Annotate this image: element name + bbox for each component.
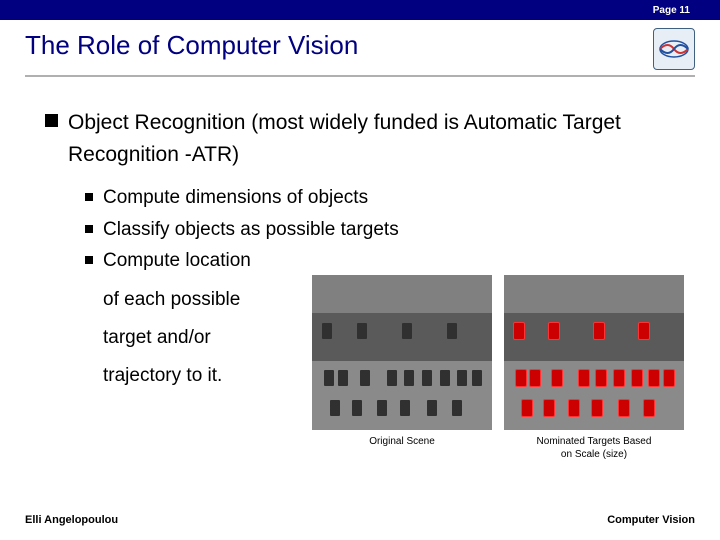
page-number: Page 11 xyxy=(653,5,690,16)
car-icon xyxy=(338,370,348,386)
target-car-icon xyxy=(664,370,674,386)
sub-bullet-list: Compute dimensions of objects Classify o… xyxy=(85,184,695,276)
sub-bullet-text: Compute location xyxy=(103,247,251,276)
target-car-icon xyxy=(530,370,540,386)
target-car-icon xyxy=(514,323,524,339)
car-icon xyxy=(324,370,334,386)
car-icon xyxy=(404,370,414,386)
target-car-icon xyxy=(614,370,624,386)
car-icon xyxy=(472,370,482,386)
sub-bullet-text: Classify objects as possible targets xyxy=(103,216,399,245)
sub-bullet-icon xyxy=(85,256,93,264)
car-icon xyxy=(377,400,387,416)
sub-bullet-row: Compute location xyxy=(85,247,695,276)
target-car-icon xyxy=(644,400,654,416)
car-icon xyxy=(422,370,432,386)
car-icon xyxy=(457,370,467,386)
target-car-icon xyxy=(596,370,606,386)
car-icon xyxy=(330,400,340,416)
target-car-icon xyxy=(592,400,602,416)
caption-line: Nominated Targets Based xyxy=(537,436,652,447)
title-area: The Role of Computer Vision xyxy=(0,20,720,71)
main-bullet-row: Object Recognition (most widely funded i… xyxy=(45,107,695,170)
main-bullet-text: Object Recognition (most widely funded i… xyxy=(68,107,695,170)
sub-bullet-icon xyxy=(85,193,93,201)
square-bullet-icon xyxy=(45,114,58,127)
car-icon xyxy=(427,400,437,416)
target-car-icon xyxy=(522,400,532,416)
car-icon xyxy=(402,323,412,339)
footer: Elli Angelopoulou Computer Vision xyxy=(25,514,695,526)
target-car-icon xyxy=(552,370,562,386)
image-caption: Original Scene xyxy=(369,435,435,448)
image-block-original: Original Scene xyxy=(312,275,492,461)
sub-bullet-icon xyxy=(85,225,93,233)
target-car-icon xyxy=(639,323,649,339)
sub-bullet-text: Compute dimensions of objects xyxy=(103,184,368,213)
target-car-icon xyxy=(579,370,589,386)
sub-bullet-row: Classify objects as possible targets xyxy=(85,216,695,245)
car-icon xyxy=(452,400,462,416)
target-car-icon xyxy=(549,323,559,339)
car-icon xyxy=(387,370,397,386)
footer-author: Elli Angelopoulou xyxy=(25,514,118,526)
target-car-icon xyxy=(632,370,642,386)
target-car-icon xyxy=(569,400,579,416)
image-caption: Nominated Targets Based on Scale (size) xyxy=(537,435,652,461)
sub-bullet-row: Compute dimensions of objects xyxy=(85,184,695,213)
slide-title: The Role of Computer Vision xyxy=(25,30,720,61)
car-icon xyxy=(357,323,367,339)
logo-icon xyxy=(653,28,695,70)
car-icon xyxy=(400,400,410,416)
target-car-icon xyxy=(544,400,554,416)
image-block-targets: Nominated Targets Based on Scale (size) xyxy=(504,275,684,461)
target-car-icon xyxy=(619,400,629,416)
car-icon xyxy=(322,323,332,339)
target-car-icon xyxy=(649,370,659,386)
footer-course: Computer Vision xyxy=(607,514,695,526)
car-icon xyxy=(352,400,362,416)
caption-line: on Scale (size) xyxy=(561,449,627,460)
target-car-icon xyxy=(516,370,526,386)
aerial-image-original xyxy=(312,275,492,430)
header-bar: Page 11 xyxy=(0,0,720,20)
car-icon xyxy=(440,370,450,386)
target-car-icon xyxy=(594,323,604,339)
aerial-image-targets xyxy=(504,275,684,430)
images-area: Original Scene Nominated Targets Based o… xyxy=(312,275,684,461)
car-icon xyxy=(360,370,370,386)
car-icon xyxy=(447,323,457,339)
